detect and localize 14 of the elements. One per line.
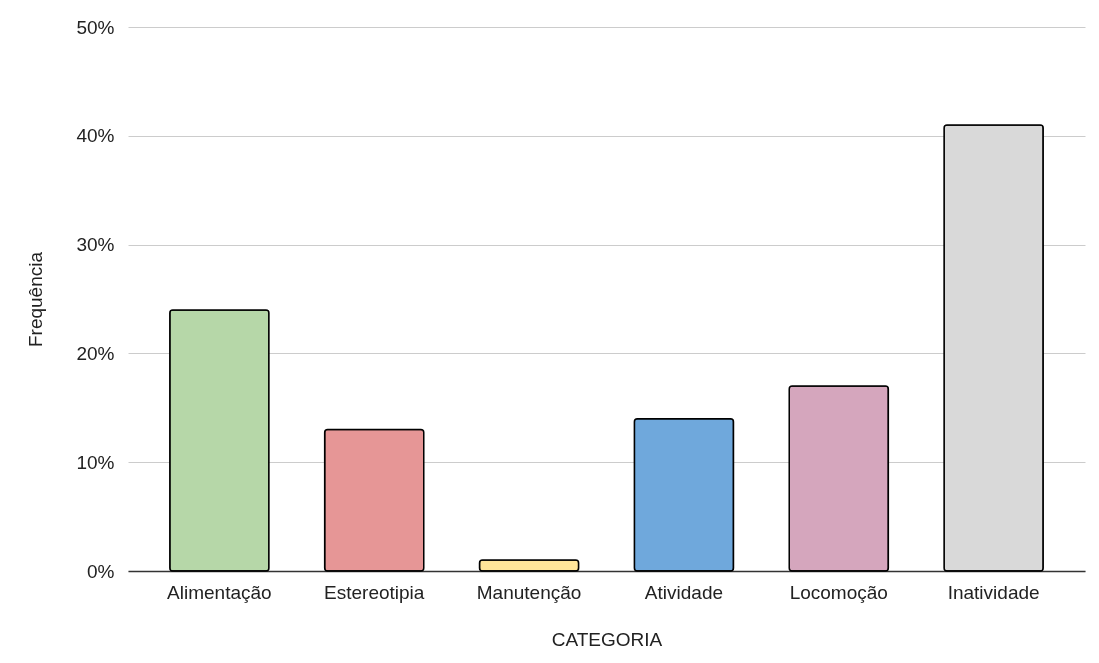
x-tick-label: Inatividade — [947, 581, 1040, 603]
x-tick-label: Estereotipia — [324, 581, 425, 603]
y-axis-title: Frequência — [25, 251, 47, 348]
x-axis-title: CATEGORIA — [551, 628, 663, 650]
y-tick-label: 0% — [87, 560, 115, 582]
y-tick-label: 30% — [76, 234, 115, 256]
y-tick-label: 40% — [76, 125, 115, 147]
y-tick-label: 20% — [76, 342, 115, 364]
x-tick-label: Alimentação — [167, 581, 272, 603]
y-tick-label: 50% — [76, 16, 115, 38]
x-tick-label: Atividade — [644, 581, 724, 603]
x-tick-label: Locomoção — [789, 581, 888, 603]
y-tick-label: 10% — [76, 451, 115, 473]
x-tick-label: Manutenção — [476, 581, 582, 603]
